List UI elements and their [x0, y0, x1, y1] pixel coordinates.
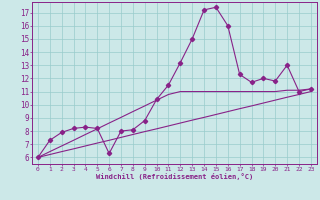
- X-axis label: Windchill (Refroidissement éolien,°C): Windchill (Refroidissement éolien,°C): [96, 173, 253, 180]
